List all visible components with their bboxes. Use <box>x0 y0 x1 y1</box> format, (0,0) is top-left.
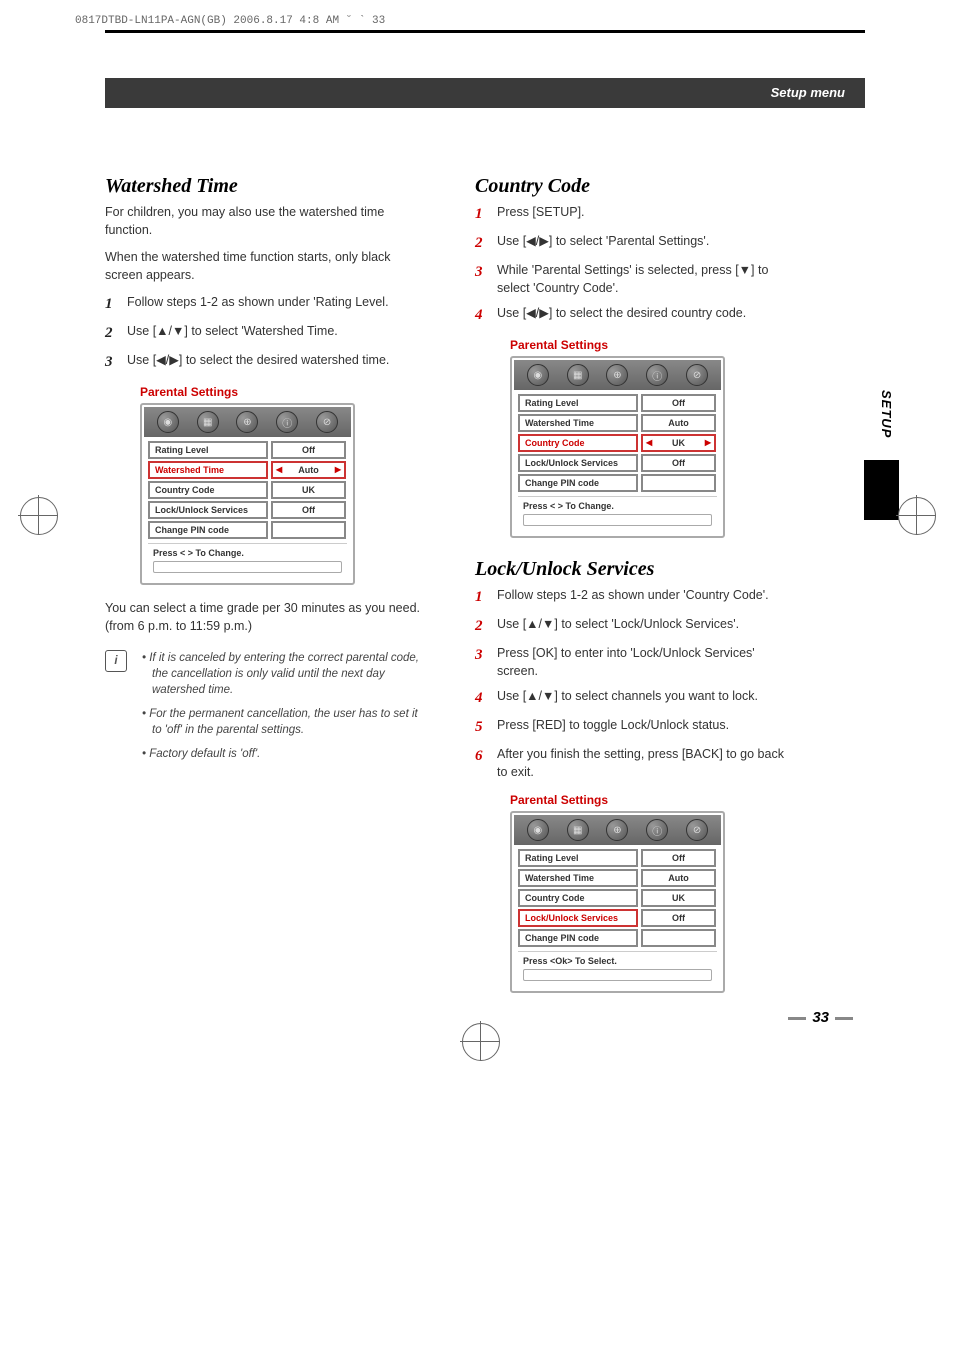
menu-icon: ⊕ <box>606 819 628 841</box>
menu-row: Change PIN code <box>518 474 717 492</box>
right-column: Country Code 1Press [SETUP]. 2Use [◀/▶] … <box>475 175 795 1008</box>
note-item: If it is canceled by entering the correc… <box>142 650 425 698</box>
lock-steps: 1Follow steps 1-2 as shown under 'Countr… <box>475 587 795 781</box>
screenshot-box: ◉ ▦ ⊕ ⓘ ⊘ Rating LevelOff Watershed Time… <box>140 403 355 585</box>
menu-icon-row: ◉ ▦ ⊕ ⓘ ⊘ <box>144 407 351 437</box>
section-header-bar: Setup menu <box>105 78 865 108</box>
screenshot-title: Parental Settings <box>140 385 425 399</box>
country-steps: 1Press [SETUP]. 2Use [◀/▶] to select 'Pa… <box>475 204 795 326</box>
note-icon: i <box>105 650 127 672</box>
left-column: Watershed Time For children, you may als… <box>105 175 425 1008</box>
watershed-intro-2: When the watershed time function starts,… <box>105 249 425 284</box>
step-item: 3Use [◀/▶] to select the desired watersh… <box>105 352 425 373</box>
menu-row: Lock/Unlock ServicesOff <box>518 454 717 472</box>
menu-icon-row: ◉ ▦ ⊕ ⓘ ⊘ <box>514 815 721 845</box>
menu-row: Watershed Time◀Auto▶ <box>148 461 347 479</box>
screenshot-box: ◉ ▦ ⊕ ⓘ ⊘ Rating LevelOff Watershed Time… <box>510 811 725 993</box>
parental-settings-screenshot: Parental Settings ◉ ▦ ⊕ ⓘ ⊘ Rating Level… <box>510 338 795 538</box>
step-item: 2Use [▲/▼] to select 'Watershed Time. <box>105 323 425 344</box>
menu-row: Country CodeUK <box>518 889 717 907</box>
menu-icon: ▦ <box>567 364 589 386</box>
parental-settings-screenshot: Parental Settings ◉ ▦ ⊕ ⓘ ⊘ Rating Level… <box>510 793 795 993</box>
step-item: 3While 'Parental Settings' is selected, … <box>475 262 795 297</box>
menu-row: Watershed TimeAuto <box>518 414 717 432</box>
thumb-index <box>864 460 899 520</box>
menu-items: Rating LevelOff Watershed TimeAuto Count… <box>514 390 721 534</box>
menu-row: Country Code◀UK▶ <box>518 434 717 452</box>
step-item: 1Press [SETUP]. <box>475 204 795 225</box>
page-number: 33 <box>782 1009 859 1026</box>
step-item: 2Use [▲/▼] to select 'Lock/Unlock Servic… <box>475 616 795 637</box>
watershed-after-text: You can select a time grade per 30 minut… <box>105 600 425 635</box>
note-list: If it is canceled by entering the correc… <box>142 650 425 771</box>
watershed-title: Watershed Time <box>105 175 425 198</box>
menu-row: Country CodeUK <box>148 481 347 499</box>
menu-row: Watershed TimeAuto <box>518 869 717 887</box>
step-item: 4Use [◀/▶] to select the desired country… <box>475 305 795 326</box>
menu-icon-row: ◉ ▦ ⊕ ⓘ ⊘ <box>514 360 721 390</box>
step-item: 1Follow steps 1-2 as shown under 'Countr… <box>475 587 795 608</box>
menu-icon: ⊘ <box>686 364 708 386</box>
step-item: 1Follow steps 1-2 as shown under 'Rating… <box>105 294 425 315</box>
menu-footer: Press < > To Change. <box>518 496 717 530</box>
menu-icon: ▦ <box>197 411 219 433</box>
registration-mark-icon <box>460 1021 500 1061</box>
menu-icon: ⓘ <box>276 411 298 433</box>
country-title: Country Code <box>475 175 795 198</box>
menu-row: Lock/Unlock ServicesOff <box>148 501 347 519</box>
step-item: 5Press [RED] to toggle Lock/Unlock statu… <box>475 717 795 738</box>
menu-footer: Press < > To Change. <box>148 543 347 577</box>
menu-icon: ◉ <box>527 819 549 841</box>
menu-row: Change PIN code <box>148 521 347 539</box>
screenshot-title: Parental Settings <box>510 793 795 807</box>
parental-settings-screenshot: Parental Settings ◉ ▦ ⊕ ⓘ ⊘ Rating Level… <box>140 385 425 585</box>
registration-mark-icon <box>18 495 58 535</box>
menu-icon: ⊕ <box>606 364 628 386</box>
screenshot-box: ◉ ▦ ⊕ ⓘ ⊘ Rating LevelOff Watershed Time… <box>510 356 725 538</box>
menu-icon: ⊕ <box>236 411 258 433</box>
lock-title: Lock/Unlock Services <box>475 558 795 581</box>
step-item: 6After you finish the setting, press [BA… <box>475 746 795 781</box>
menu-row: Rating LevelOff <box>518 849 717 867</box>
menu-row: Change PIN code <box>518 929 717 947</box>
menu-items: Rating LevelOff Watershed TimeAuto Count… <box>514 845 721 989</box>
registration-mark-icon <box>896 495 936 535</box>
note-item: Factory default is 'off'. <box>142 746 425 762</box>
step-item: 4Use [▲/▼] to select channels you want t… <box>475 688 795 709</box>
header-rule <box>105 30 865 33</box>
menu-footer: Press <Ok> To Select. <box>518 951 717 985</box>
menu-icon: ⊘ <box>686 819 708 841</box>
menu-row: Lock/Unlock ServicesOff <box>518 909 717 927</box>
step-item: 2Use [◀/▶] to select 'Parental Settings'… <box>475 233 795 254</box>
header-doc-info: 0817DTBD-LN11PA-AGN(GB) 2006.8.17 4:8 AM… <box>75 15 385 27</box>
menu-icon: ◉ <box>527 364 549 386</box>
page-content: Watershed Time For children, you may als… <box>105 175 865 1008</box>
screenshot-title: Parental Settings <box>510 338 795 352</box>
menu-items: Rating LevelOff Watershed Time◀Auto▶ Cou… <box>144 437 351 581</box>
side-tab-setup: SETUP <box>879 390 894 438</box>
menu-row: Rating LevelOff <box>518 394 717 412</box>
step-item: 3Press [OK] to enter into 'Lock/Unlock S… <box>475 645 795 680</box>
menu-icon: ◉ <box>157 411 179 433</box>
menu-icon: ▦ <box>567 819 589 841</box>
menu-row: Rating LevelOff <box>148 441 347 459</box>
note-item: For the permanent cancellation, the user… <box>142 706 425 738</box>
watershed-intro-1: For children, you may also use the water… <box>105 204 425 239</box>
menu-icon: ⓘ <box>646 364 668 386</box>
menu-icon: ⓘ <box>646 819 668 841</box>
menu-icon: ⊘ <box>316 411 338 433</box>
note-block: i If it is canceled by entering the corr… <box>105 650 425 771</box>
watershed-steps: 1Follow steps 1-2 as shown under 'Rating… <box>105 294 425 373</box>
